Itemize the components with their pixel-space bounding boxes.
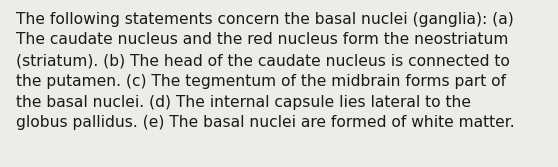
Text: The following statements concern the basal nuclei (ganglia): (a)
The caudate nuc: The following statements concern the bas… bbox=[16, 12, 514, 130]
